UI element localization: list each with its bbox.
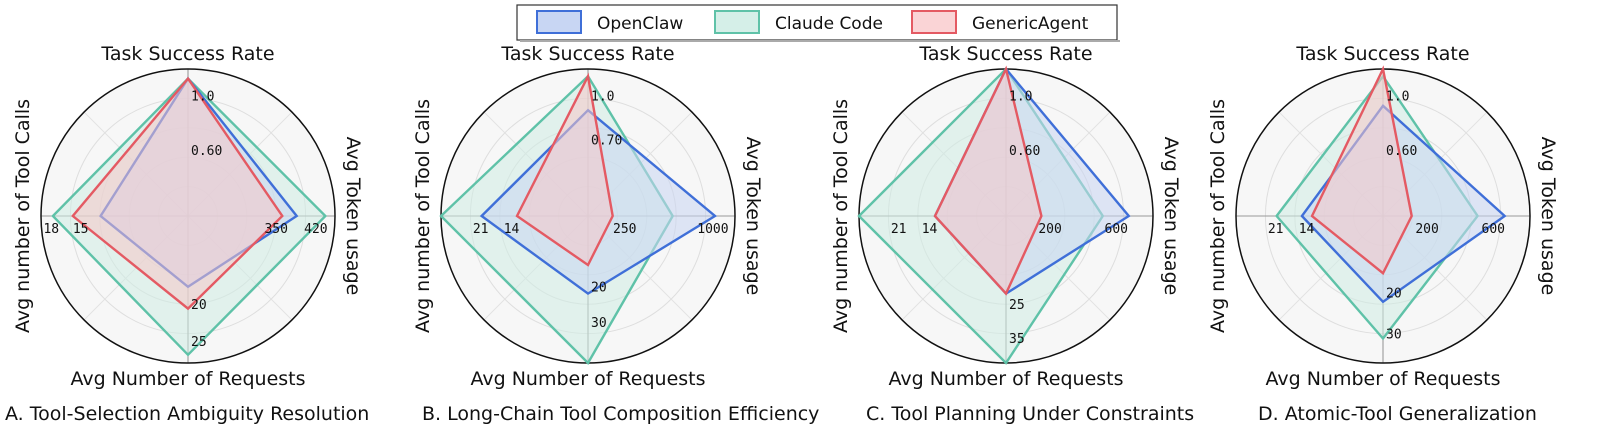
tick-label: 420 [304, 222, 327, 237]
legend-swatch-openclaw [536, 10, 582, 34]
panel-caption: B. Long-Chain Tool Composition Efficienc… [422, 403, 819, 425]
tick-label: 21 [891, 222, 907, 237]
tick-label: 200 [1415, 222, 1438, 237]
axis-title-avg-number-of-tool-calls: Avg number of Tool Calls [830, 99, 852, 333]
axis-title-avg-number-of-tool-calls: Avg number of Tool Calls [1207, 99, 1229, 333]
legend-label-claude-code: Claude Code [775, 14, 883, 34]
axis-title-avg-token-usage: Avg Token usage [1160, 137, 1182, 296]
tick-label: 35 [1009, 332, 1025, 347]
tick-label: 30 [1386, 328, 1402, 343]
legend: OpenClaw Claude Code GenericAgent [516, 4, 1120, 42]
tick-label: 1.0 [1386, 89, 1409, 104]
panel-caption: D. Atomic-Tool Generalization [1258, 403, 1537, 425]
tick-label: 350 [264, 222, 287, 237]
radar-outline [40, 68, 336, 364]
tick-label: 21 [473, 222, 489, 237]
axis-title-avg-number-of-tool-calls: Avg number of Tool Calls [412, 99, 434, 333]
series-polygon-genericagent [515, 72, 614, 267]
panel-caption: C. Tool Planning Under Constraints [866, 403, 1194, 425]
tick-label: 14 [922, 222, 938, 237]
legend-swatch-claude-code [714, 10, 760, 34]
series-polygon-genericagent [71, 76, 284, 311]
tick-label: 20 [591, 281, 607, 296]
tick-label: 600 [1105, 222, 1128, 237]
tick-label: 14 [504, 222, 520, 237]
series-polygon-genericagent [933, 65, 1043, 296]
tick-label: 200 [1038, 222, 1061, 237]
axis-title-task-success-rate: Task Success Rate [918, 43, 1092, 65]
axis-title-avg-number-of-requests: Avg Number of Requests [1265, 368, 1500, 390]
tick-label: 20 [191, 298, 207, 313]
tick-label: 0.60 [1386, 144, 1417, 159]
tick-label: 25 [1009, 298, 1025, 313]
panel-b: 1.0 0.70 250 1000 20 30 21 14 Task Success Rate A… [412, 43, 819, 425]
axis-title-task-success-rate: Task Success Rate [500, 43, 674, 65]
legend-shadow [520, 40, 1120, 42]
panel-c: 1.0 0.60 200 600 25 35 21 14 Task Success Rate Av… [830, 43, 1194, 425]
tick-label: 0.70 [591, 134, 622, 149]
tick-label: 25 [191, 335, 207, 350]
panel-a: 1.0 0.60 350 420 20 25 18 15 Task Success Rate Av… [5, 43, 369, 425]
axis-title-avg-token-usage: Avg Token usage [342, 137, 364, 296]
tick-label: 20 [1386, 286, 1402, 301]
tick-label: 1.0 [191, 89, 214, 104]
legend-swatch-genericagent [911, 10, 957, 34]
tick-label: 250 [613, 222, 636, 237]
tick-label: 14 [1299, 222, 1315, 237]
axis-title-avg-number-of-requests: Avg Number of Requests [470, 368, 705, 390]
tick-label: 21 [1268, 222, 1284, 237]
tick-label: 1.0 [591, 89, 614, 104]
legend-label-genericagent: GenericAgent [972, 14, 1089, 34]
tick-label: 18 [43, 222, 59, 237]
axis-title-avg-number-of-tool-calls: Avg number of Tool Calls [12, 99, 34, 333]
legend-label-openclaw: OpenClaw [597, 14, 683, 34]
tick-label: 600 [1482, 222, 1505, 237]
tick-label: 1000 [697, 222, 728, 237]
legend-frame [516, 4, 1118, 41]
panel-d: 1.0 0.60 200 600 20 30 21 14 Task Success Rate Av… [1207, 43, 1559, 425]
series-polygon-genericagent [1310, 65, 1413, 276]
tick-label: 30 [591, 316, 607, 331]
panel-caption: A. Tool-Selection Ambiguity Resolution [5, 403, 369, 425]
tick-label: 0.60 [1009, 144, 1040, 159]
axis-title-task-success-rate: Task Success Rate [1295, 43, 1469, 65]
axis-title-avg-number-of-requests: Avg Number of Requests [70, 368, 305, 390]
axis-title-task-success-rate: Task Success Rate [100, 43, 274, 65]
axis-title-avg-number-of-requests: Avg Number of Requests [888, 368, 1123, 390]
tick-label: 0.60 [191, 144, 222, 159]
axis-title-avg-token-usage: Avg Token usage [1537, 137, 1559, 296]
tick-label: 1.0 [1009, 89, 1032, 104]
axis-title-avg-token-usage: Avg Token usage [742, 137, 764, 296]
tick-label: 15 [73, 222, 89, 237]
